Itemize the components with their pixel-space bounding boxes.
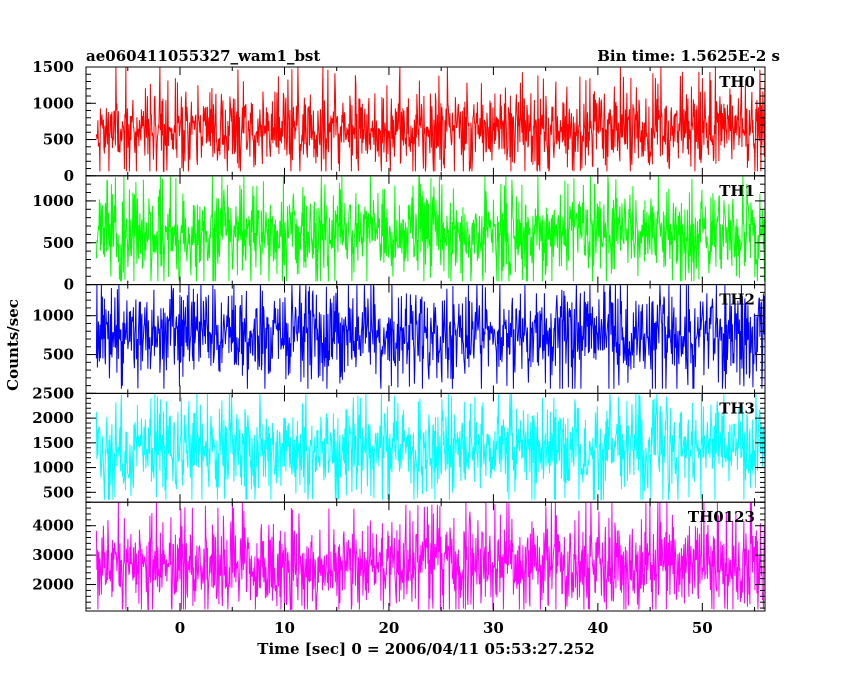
panels-group: 050010001500TH005001000TH105001000TH2500… [32,58,766,637]
panel-th3: 500 1000 1500 2000 2500 TH3 [32,384,766,503]
series-th1 [95,175,765,282]
panel-label: TH3 [719,399,755,417]
y-tick-label: 2000 [32,409,74,427]
panel-th1: 0 500 1000 TH1 [32,175,766,294]
y-tick-label: 2000 [32,576,74,594]
x-tick-label: 30 [483,619,504,637]
panel-label: TH1 [719,182,755,200]
panel-frame [85,501,766,612]
x-tick-label: 20 [379,619,400,637]
y-tick-label: 3000 [32,546,74,564]
y-tick-label: 1500 [32,434,74,452]
panel-th2: 0 500 1000 TH2 [32,284,766,402]
y-tick-label: 500 [43,131,74,149]
y-tick-label: 1000 [32,94,74,112]
y-tick-label: 500 [43,346,74,364]
y-tick-label: 0 [64,384,74,402]
panel-th0: 0 500 1000 1500 TH0 [32,58,766,185]
series-th0123 [95,502,765,610]
y-tick-label: 0 [64,167,74,185]
y-tick-label: 4000 [32,517,74,535]
plot-title-left: ae060411055327_wam1_bst [86,47,320,65]
y-tick-label: 500 [43,234,74,252]
panel-label: TH0 [719,73,755,91]
y-tick-label: 1000 [32,192,74,210]
series-th2 [95,284,765,389]
y-tick-label: 2500 [32,384,74,402]
x-tick-label: 10 [274,619,295,637]
y-tick-label: 0 [64,276,74,294]
plot-title-right: Bin time: 1.5625E-2 s [597,47,780,65]
x-tick-label: 50 [692,619,713,637]
panel-label: TH0123 [688,508,755,526]
series-th0 [95,67,765,172]
y-tick-label: 1000 [32,307,74,325]
y-tick-label: 1000 [32,459,74,477]
x-tick-label: 40 [587,619,608,637]
x-axis-label: Time [sec] 0 = 2006/04/11 05:53:27.252 [257,640,594,658]
panel-label: TH2 [719,291,755,309]
panel-th0123: 2000 3000 4000 TH0123 [32,501,766,612]
series-th3 [95,393,765,501]
y-axis-label: Counts/sec [4,299,22,391]
x-tick-label: 0 [175,619,185,637]
y-tick-label: 1500 [32,58,74,76]
y-tick-label: 500 [43,483,74,501]
